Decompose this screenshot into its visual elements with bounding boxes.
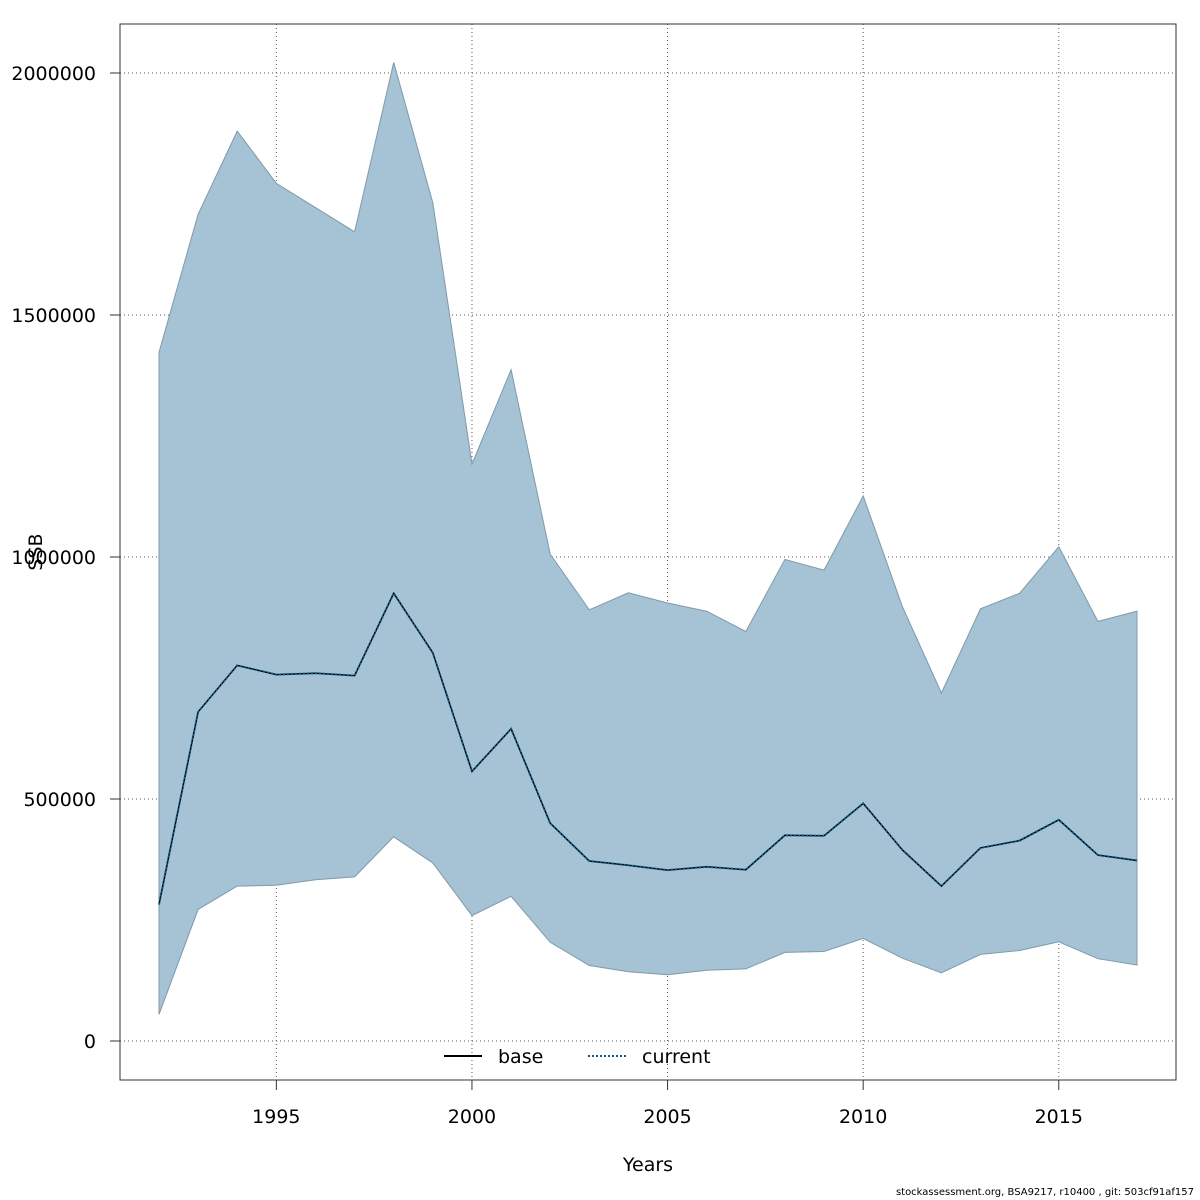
y-axis-title: SSB [25,533,47,570]
x-tick-label: 2000 [448,1106,496,1128]
plot-frame [119,23,1177,1081]
legend-label-current: current [642,1046,711,1068]
y-tick-label: 1000000 [11,547,96,569]
y-tick-label: 2000000 [11,63,96,85]
y-tick-label: 500000 [23,789,96,811]
footer-credit: stockassessment.org, BSA9217, r10400 , g… [895,1187,1194,1198]
x-tick-label: 2010 [839,1106,887,1128]
y-tick-label: 1500000 [11,305,96,327]
x-tick-label: 2005 [643,1106,691,1128]
legend: base current [444,1046,711,1068]
x-tick-label: 1995 [252,1106,300,1128]
x-axis-ticks: 1995 2000 2005 2010 2015 [252,1080,1083,1128]
confidence-band-area [158,62,1138,1015]
series-line-current [158,591,1138,905]
x-axis-title: Years [622,1154,673,1176]
legend-label-base: base [498,1046,543,1068]
y-axis-ticks: 0 500000 1000000 1500000 2000000 [11,63,120,1053]
confidence-band [158,62,1138,1015]
y-tick-label: 0 [84,1031,96,1053]
x-tick-label: 2015 [1035,1106,1083,1128]
series-lines [158,591,1138,905]
